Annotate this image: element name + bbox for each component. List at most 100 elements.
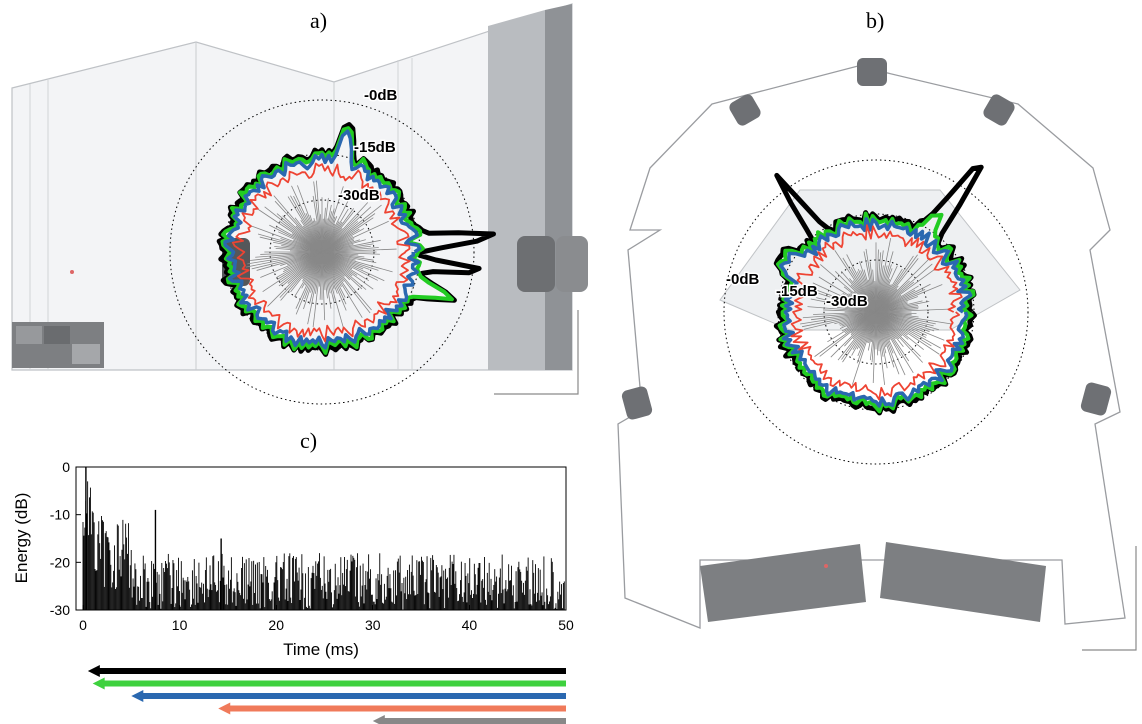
polar-ray xyxy=(257,233,323,253)
polar-ray xyxy=(297,185,323,253)
polar-ray xyxy=(875,254,918,313)
polar-ray xyxy=(321,251,372,311)
polar-ray xyxy=(321,251,347,311)
polar-ray xyxy=(262,251,323,292)
energy-bars xyxy=(82,467,565,610)
polar-ray xyxy=(875,311,900,375)
plot-area xyxy=(75,466,567,611)
y-tick-label: -10 xyxy=(50,507,70,523)
polar-ray xyxy=(293,195,323,253)
x-tick-label: 10 xyxy=(172,617,188,633)
polar-a-label-15db: -15dB xyxy=(354,139,396,156)
polar-band-green xyxy=(776,211,976,414)
polar-ray xyxy=(810,298,877,313)
scale-bracket-a xyxy=(494,310,579,395)
polar-b-label-15db: -15dB xyxy=(776,283,818,300)
polar-ray xyxy=(267,251,323,307)
polar-plot-b: -0dB -15dB -30dB xyxy=(723,159,1029,465)
polar-ray xyxy=(875,311,921,357)
polar-ray xyxy=(851,311,877,385)
time-window-arrow-head xyxy=(218,702,231,715)
listener-marker-b xyxy=(824,564,828,568)
panel-c-label: c) xyxy=(300,428,317,453)
polar-ray xyxy=(250,251,323,261)
polar-ray xyxy=(274,200,323,253)
polar-ray xyxy=(264,206,323,253)
cabinet-drawer xyxy=(72,344,100,364)
polar-ray xyxy=(863,251,877,313)
polar-band-red xyxy=(790,224,963,401)
x-tick-label: 20 xyxy=(268,617,284,633)
polar-ray xyxy=(875,263,933,313)
polar-ray xyxy=(875,283,931,313)
polar-ray xyxy=(812,282,877,313)
time-window-arrow-head xyxy=(131,690,144,702)
polar-ray xyxy=(875,311,886,385)
room-b-outline xyxy=(617,65,1126,629)
panel-a-label: a) xyxy=(310,8,327,33)
scale-bracket-b xyxy=(1082,546,1137,651)
polar-ray xyxy=(875,311,906,376)
cabinet-drawer xyxy=(44,326,70,344)
polar-ray xyxy=(820,264,877,313)
polar-ray xyxy=(321,251,344,328)
x-tick-label: 40 xyxy=(462,617,478,633)
polar-band-blue xyxy=(223,129,422,350)
polar-ray xyxy=(842,257,877,313)
speaker-b-upper-right xyxy=(983,94,1015,126)
polar-ray xyxy=(307,251,323,325)
polar-ray xyxy=(875,237,892,313)
panel-b: b) -0dB -15dB -30dB xyxy=(617,8,1137,651)
x-tick-label: 50 xyxy=(558,617,574,633)
polar-ray xyxy=(321,251,326,321)
polar-ray xyxy=(875,308,949,313)
polar-ray xyxy=(251,251,323,270)
polar-ray xyxy=(803,288,877,313)
polar-ray xyxy=(321,204,382,253)
polar-ray xyxy=(875,251,894,313)
polar-ray xyxy=(800,311,877,325)
polar-band-blue xyxy=(779,217,973,408)
polar-ray xyxy=(875,284,943,313)
polar-ring-30db xyxy=(823,259,929,365)
polar-ray xyxy=(875,311,941,349)
polar-ray xyxy=(321,251,385,282)
polar-ray xyxy=(875,311,914,374)
polar-a-label-0db: -0dB xyxy=(364,87,398,104)
polar-ray xyxy=(809,287,877,313)
polar-ray xyxy=(830,311,877,358)
polar-ray xyxy=(875,258,919,313)
polar-b-label-0db: -0dB xyxy=(726,271,760,288)
polar-ray xyxy=(321,248,397,253)
loudspeaker-a xyxy=(517,236,555,292)
polar-ray xyxy=(321,251,374,290)
polar-ray xyxy=(295,251,323,315)
x-tick-label: 0 xyxy=(79,617,87,633)
polar-ray xyxy=(321,251,378,281)
polar-ray xyxy=(321,213,376,253)
polar-ray xyxy=(321,251,393,273)
polar-ray xyxy=(875,311,945,341)
polar-ray xyxy=(247,251,323,265)
polar-ray xyxy=(837,311,877,361)
polar-ray xyxy=(259,236,323,253)
polar-ray xyxy=(875,250,884,313)
polar-ray xyxy=(816,297,877,313)
polar-ray xyxy=(321,186,344,253)
polar-ray xyxy=(813,311,877,315)
polar-ray xyxy=(875,311,940,355)
polar-ray xyxy=(255,251,323,258)
polar-ray xyxy=(875,311,923,363)
time-window-arrow-head xyxy=(372,715,385,724)
y-axis-label: Energy (dB) xyxy=(12,493,31,584)
polar-a-label-30db: -30dB xyxy=(338,187,380,204)
polar-ray xyxy=(273,195,323,253)
polar-gray-rays xyxy=(800,237,952,385)
x-tick-label: 30 xyxy=(365,617,381,633)
polar-ray xyxy=(256,251,323,271)
table-b-left xyxy=(700,544,866,622)
polar-ray xyxy=(803,311,877,330)
polar-ray xyxy=(295,251,323,309)
panel-c: c) 0 10 20 30 40 50 0 -10 -20 -30 Time (ms) Ener… xyxy=(12,428,574,724)
